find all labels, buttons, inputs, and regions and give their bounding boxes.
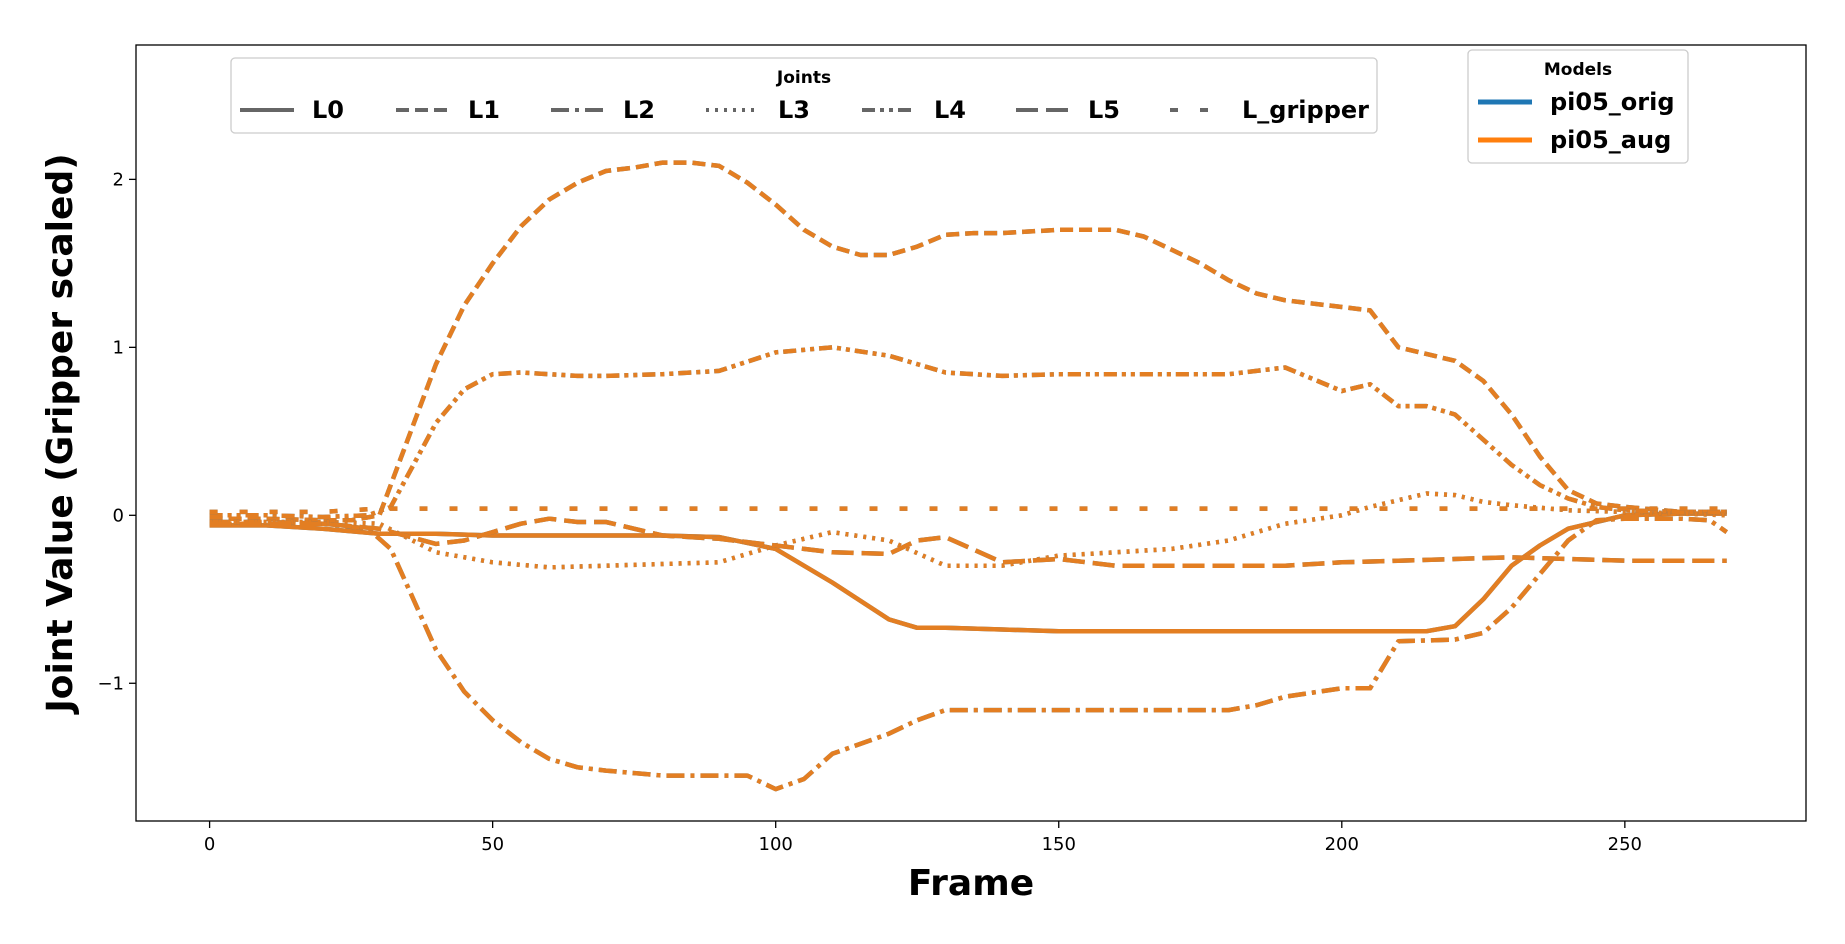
- series-l2-aug-line: [209, 516, 1728, 792]
- series-layer: [209, 160, 1728, 792]
- y-tick-label: 1: [113, 337, 124, 358]
- legend-models-box: [1467, 49, 1689, 164]
- y-tick-label: 0: [113, 505, 124, 526]
- legend-joint-label: L_gripper: [1242, 96, 1369, 124]
- legend-model-label: pi05_orig: [1550, 88, 1675, 116]
- legend-joint-label: L4: [934, 96, 966, 124]
- x-axis-title: Frame: [908, 863, 1034, 904]
- legend-models-entries: pi05_orig pi05_aug: [1478, 88, 1675, 154]
- legend-models: Models pi05_orig pi05_aug: [1467, 49, 1689, 164]
- legend-joints-title: Joints: [776, 68, 831, 88]
- x-axis-ticks: 0 50 100 150 200 250: [204, 821, 1642, 855]
- series-l3-aug-line: [209, 491, 1727, 570]
- legend-joint-label: L0: [312, 96, 344, 124]
- series-l0-aug-line: [209, 511, 1727, 634]
- series-l1-aug-line: [209, 160, 1727, 523]
- legend-joints: Joints L0 L1 L2 L3 L4 L5 L_gripper: [230, 57, 1378, 134]
- x-tick-label: 250: [1608, 834, 1642, 855]
- legend-joint-label: L2: [623, 96, 655, 124]
- legend-joint-label: L1: [468, 96, 500, 124]
- legend-joints-entries: L0 L1 L2 L3 L4 L5 L_gripper: [240, 96, 1369, 124]
- series-l5-aug-line: [209, 516, 1727, 568]
- legend-models-title: Models: [1544, 60, 1612, 80]
- legend-joint-label: L3: [778, 96, 810, 124]
- x-tick-label: 50: [481, 834, 504, 855]
- y-axis-title: Joint Value (Gripper scaled): [40, 153, 81, 715]
- y-axis-ticks: −1 0 1 2: [97, 169, 136, 694]
- x-tick-label: 200: [1325, 834, 1359, 855]
- legend-joint-label: L5: [1088, 96, 1120, 124]
- series-l4-aug-line: [209, 345, 1727, 520]
- y-tick-label: 2: [113, 169, 124, 190]
- y-tick-label: −1: [97, 673, 124, 694]
- x-tick-label: 100: [759, 834, 793, 855]
- legend-joints-box: [230, 57, 1378, 134]
- legend-model-label: pi05_aug: [1550, 126, 1671, 154]
- plot-frame: [135, 44, 1807, 822]
- x-tick-label: 150: [1042, 834, 1076, 855]
- x-tick-label: 0: [204, 834, 215, 855]
